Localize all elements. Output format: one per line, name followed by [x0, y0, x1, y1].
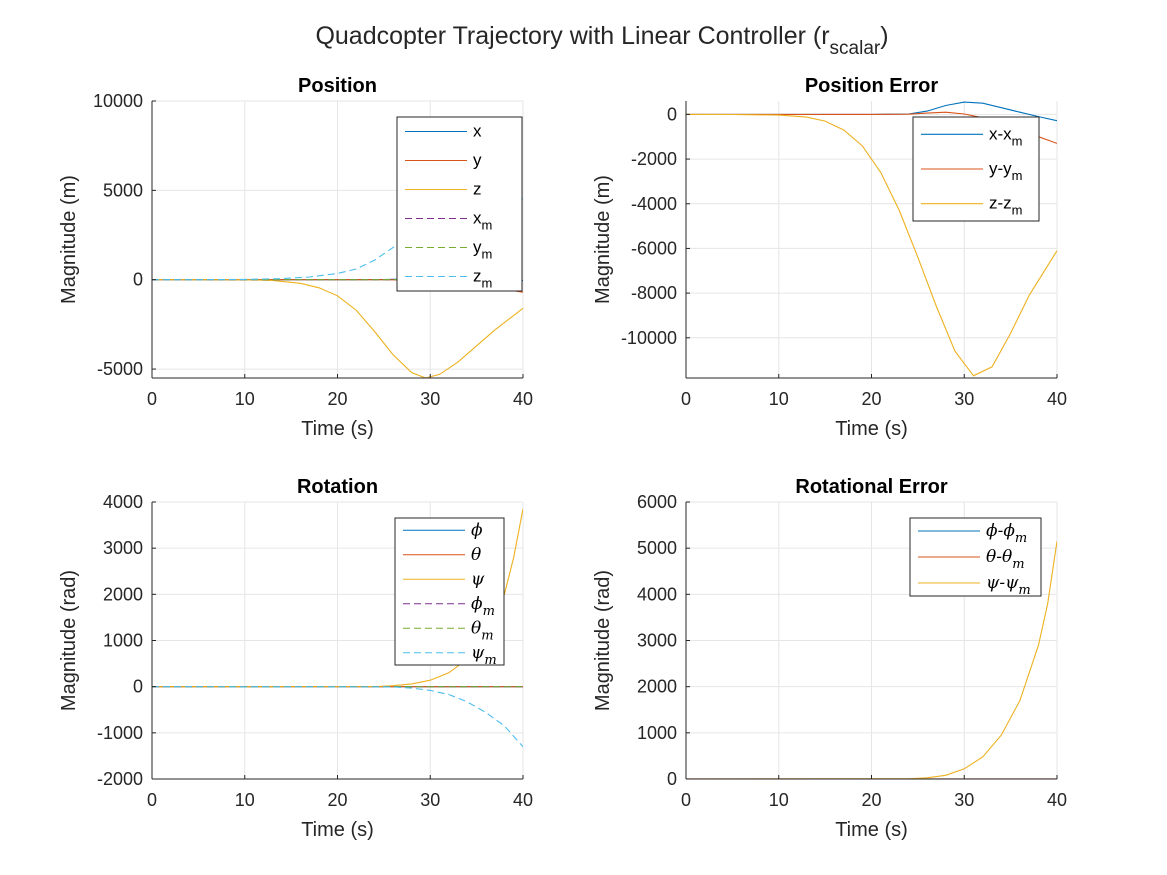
- x-tick-label: 0: [681, 389, 691, 409]
- x-tick-label: 20: [861, 790, 881, 810]
- subplot-title: Position: [298, 75, 377, 97]
- x-tick-label: 30: [954, 790, 974, 810]
- y-axis-label: Magnitude (rad): [58, 570, 80, 711]
- y-tick-label: -6000: [631, 238, 677, 258]
- x-tick-label: 10: [769, 389, 789, 409]
- series-line--m: [686, 541, 1057, 779]
- legend-box: [394, 517, 505, 666]
- x-axis-label: Time (s): [301, 819, 374, 841]
- y-tick-label: 5000: [103, 180, 143, 200]
- y-tick-label: -10000: [621, 328, 677, 348]
- subplot-title: Rotational Error: [795, 476, 947, 498]
- subplot-3: 0 10 20 30 40 -2000 -1000 0 1000 2000 3000 4000 Rota…: [58, 476, 533, 841]
- x-tick-label: 10: [769, 790, 789, 810]
- subplot-4: 0 10 20 30 40 0 1000 2000 3000 4000 5000 6000 Rotati…: [592, 476, 1067, 841]
- y-axis-label: Magnitude (m): [592, 175, 614, 304]
- legend-label: ψ: [471, 569, 485, 589]
- y-tick-label: 0: [667, 104, 677, 124]
- x-tick-label: 20: [327, 790, 347, 810]
- y-tick-label: 3000: [103, 538, 143, 558]
- figure-title: Quadcopter Trajectory with Linear Contro…: [315, 22, 888, 59]
- x-axis-label: Time (s): [835, 819, 908, 841]
- y-tick-label: -5000: [97, 359, 143, 379]
- x-tick-label: 10: [235, 790, 255, 810]
- x-tick-label: 40: [513, 790, 533, 810]
- y-tick-label: -2000: [631, 149, 677, 169]
- y-tick-label: 0: [133, 677, 143, 697]
- y-tick-label: 5000: [637, 538, 677, 558]
- y-tick-label: 1000: [637, 723, 677, 743]
- x-axis-label: Time (s): [835, 418, 908, 440]
- x-tick-label: 20: [861, 389, 881, 409]
- legend-box: [396, 116, 523, 292]
- x-tick-label: 40: [513, 389, 533, 409]
- y-tick-label: -4000: [631, 194, 677, 214]
- legend-label: y: [473, 151, 482, 170]
- y-tick-label: 4000: [103, 492, 143, 512]
- y-tick-label: 10000: [93, 91, 143, 111]
- x-tick-label: 20: [327, 389, 347, 409]
- y-tick-label: -8000: [631, 283, 677, 303]
- y-tick-label: 6000: [637, 492, 677, 512]
- legend-label: ϕ: [471, 520, 483, 540]
- series-line-z-z-m: [686, 113, 1057, 377]
- y-tick-label: 4000: [637, 584, 677, 604]
- x-axis-label: Time (s): [301, 418, 374, 440]
- x-tick-label: 30: [420, 790, 440, 810]
- y-tick-label: 0: [667, 769, 677, 789]
- subplot-title: Position Error: [805, 75, 939, 97]
- x-tick-label: 0: [681, 790, 691, 810]
- y-tick-label: -1000: [97, 723, 143, 743]
- y-tick-label: 0: [133, 270, 143, 290]
- series-group: [152, 508, 523, 748]
- y-tick-label: 2000: [637, 677, 677, 697]
- x-tick-label: 0: [147, 389, 157, 409]
- x-tick-label: 30: [420, 389, 440, 409]
- series-line-y-m: [152, 270, 523, 281]
- legend-label: θ: [471, 545, 481, 565]
- x-tick-label: 10: [235, 389, 255, 409]
- legend-label: x: [473, 122, 482, 141]
- y-tick-label: -2000: [97, 769, 143, 789]
- y-tick-label: 2000: [103, 584, 143, 604]
- legend-label: z: [473, 180, 482, 199]
- y-tick-label: 1000: [103, 631, 143, 651]
- x-tick-label: 40: [1047, 389, 1067, 409]
- subplot-title: Rotation: [297, 476, 378, 498]
- y-axis-label: Magnitude (rad): [592, 570, 614, 711]
- subplot-2: 0 10 20 30 40 -10000 -8000 -6000 -4000 -2000 0 Posi…: [592, 75, 1067, 440]
- legend: ϕ-ϕmθ-θmψ-ψm: [909, 517, 1042, 598]
- series-line--m: [152, 686, 523, 748]
- legend: x-xmy-ymz-zm: [912, 116, 1040, 222]
- y-tick-label: 3000: [637, 631, 677, 651]
- x-tick-label: 0: [147, 790, 157, 810]
- series-line--: [152, 508, 523, 688]
- y-axis-label: Magnitude (m): [58, 175, 80, 304]
- x-tick-label: 30: [954, 389, 974, 409]
- x-tick-label: 40: [1047, 790, 1067, 810]
